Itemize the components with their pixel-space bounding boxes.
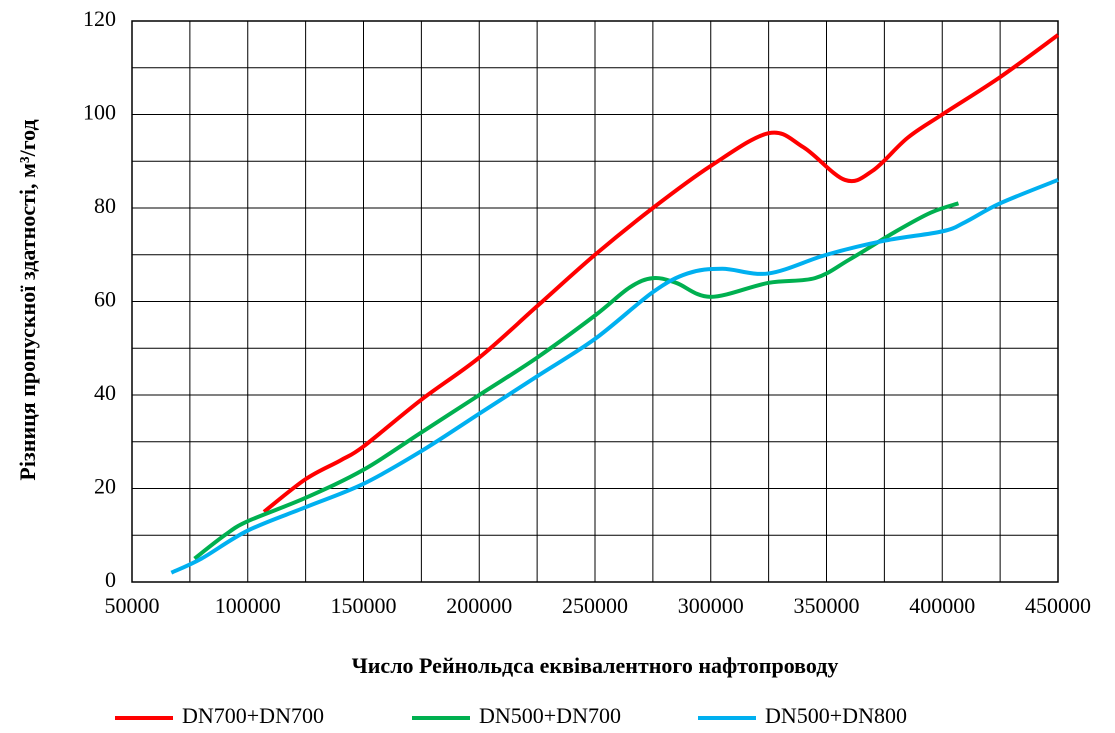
x-tick-label: 400000 xyxy=(909,593,975,618)
y-tick-label: 40 xyxy=(94,380,116,405)
line-series xyxy=(193,201,960,561)
x-tick-label: 300000 xyxy=(678,593,744,618)
x-tick-label: 50000 xyxy=(105,593,160,618)
y-tick-label: 80 xyxy=(94,193,116,218)
x-axis-title: Число Рейнольдса еквівалентного нафтопро… xyxy=(352,653,839,678)
plot-frame xyxy=(131,20,1059,583)
x-tick-label: 350000 xyxy=(794,593,860,618)
y-tick-label: 120 xyxy=(83,6,116,31)
x-tick-label: 450000 xyxy=(1025,593,1091,618)
x-tick-label: 200000 xyxy=(446,593,512,618)
y-tick-label: 60 xyxy=(94,287,116,312)
y-tick-label: 100 xyxy=(83,100,116,125)
line-series xyxy=(262,33,1060,514)
line-series xyxy=(170,178,1059,575)
x-tick-label: 250000 xyxy=(562,593,628,618)
legend-label: DN500+DN800 xyxy=(765,703,907,728)
legend-label: DN700+DN700 xyxy=(182,703,324,728)
x-tick-label: 150000 xyxy=(331,593,397,618)
y-axis-title: Різниця пропускної здатності, м³/год xyxy=(15,119,40,480)
y-tick-label: 20 xyxy=(94,474,116,499)
y-tick-label: 0 xyxy=(105,567,116,592)
legend-label: DN500+DN700 xyxy=(479,703,621,728)
x-tick-label: 100000 xyxy=(215,593,281,618)
